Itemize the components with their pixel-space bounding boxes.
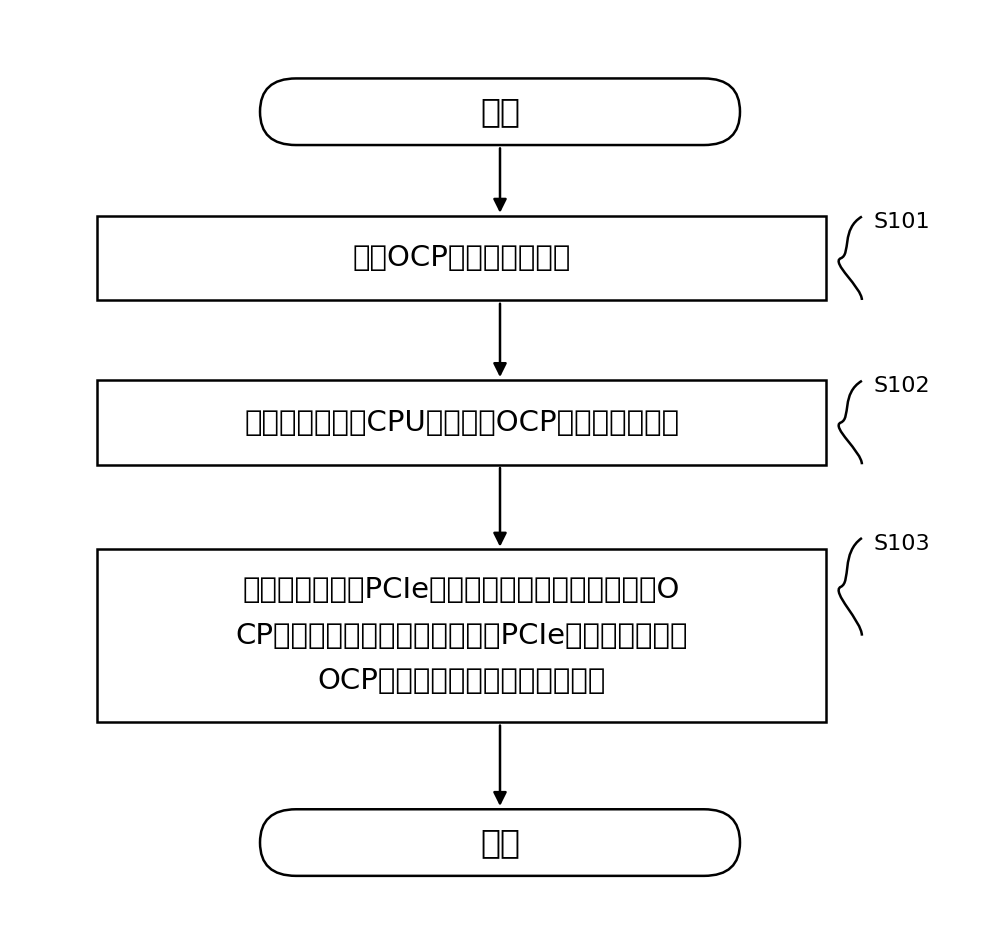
Text: S103: S103 xyxy=(873,534,930,553)
Text: S101: S101 xyxy=(873,212,930,232)
Text: 根据工作模式对PCIe总线连接器进行控制，实现对O
CP网卡的带宽进行分配；其中，PCIe总线连接器是与
OCP网卡的通道进行连接的连接器: 根据工作模式对PCIe总线连接器进行控制，实现对O CP网卡的带宽进行分配；其中… xyxy=(235,576,688,696)
Bar xyxy=(97,380,826,464)
Text: 获取OCP网卡的类型信息: 获取OCP网卡的类型信息 xyxy=(352,244,571,272)
Text: 开始: 开始 xyxy=(480,95,520,129)
FancyBboxPatch shape xyxy=(260,809,740,876)
Text: 结束: 结束 xyxy=(480,826,520,859)
Bar xyxy=(97,216,826,301)
Bar xyxy=(97,549,826,722)
Text: S102: S102 xyxy=(873,376,930,397)
Text: 根据类型信息和CPU数量设定OCP网卡的工作模式: 根据类型信息和CPU数量设定OCP网卡的工作模式 xyxy=(244,409,679,437)
FancyBboxPatch shape xyxy=(260,79,740,145)
